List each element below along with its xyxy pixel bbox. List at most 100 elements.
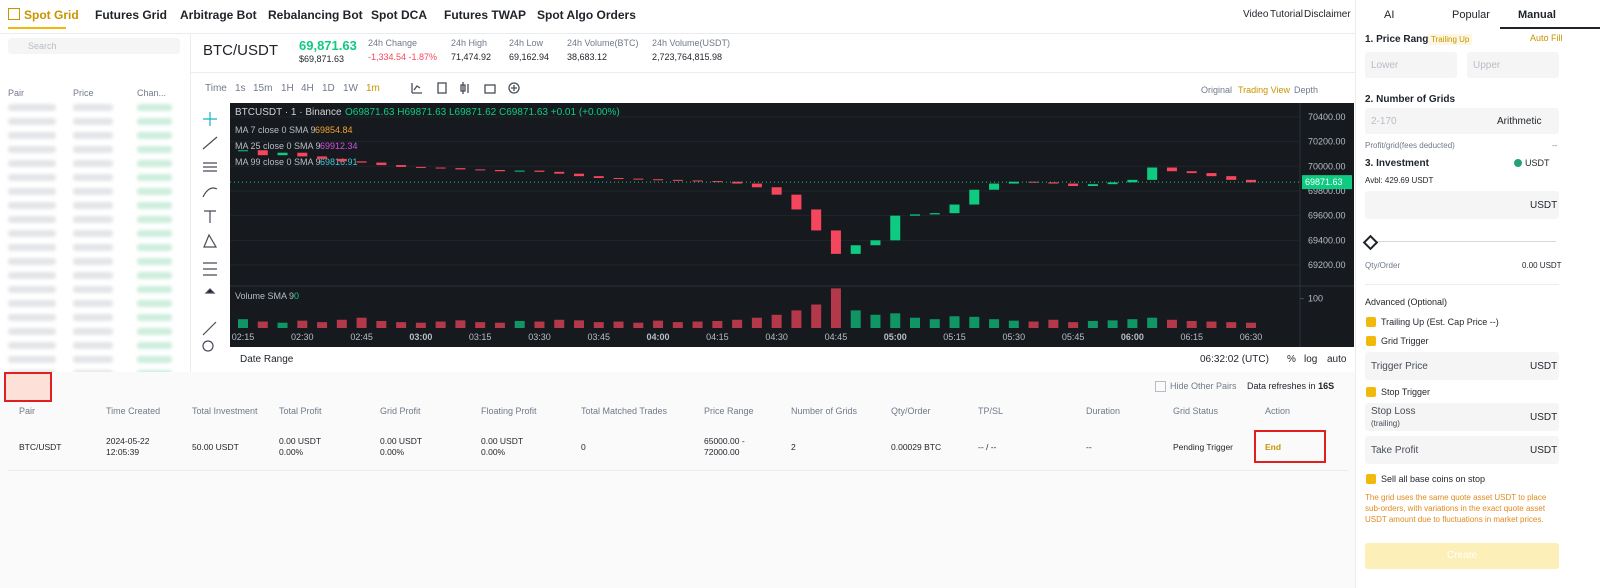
table-header: Number of Grids bbox=[791, 406, 858, 416]
checkbox[interactable] bbox=[1366, 474, 1376, 484]
table-cell: 65000.00 - bbox=[704, 436, 745, 446]
interval[interactable]: 15m bbox=[253, 83, 273, 94]
blurred-cell bbox=[73, 272, 113, 279]
note: The grid uses the same quote asset USDT … bbox=[1365, 493, 1547, 524]
nav-link[interactable]: Tutorial bbox=[1270, 9, 1303, 20]
candle bbox=[989, 183, 1000, 190]
date-range[interactable]: Date Range bbox=[240, 354, 294, 365]
scale-option[interactable]: % bbox=[1287, 354, 1296, 365]
interval[interactable]: 1D bbox=[322, 83, 335, 94]
chart-view[interactable]: Original bbox=[1201, 85, 1233, 95]
chart-view[interactable]: Trading View bbox=[1238, 85, 1291, 95]
nav-tab[interactable]: Rebalancing Bot bbox=[268, 8, 363, 22]
placeholder: Upper bbox=[1473, 60, 1501, 71]
search-box[interactable]: Search bbox=[8, 38, 180, 54]
volume-bar bbox=[1048, 319, 1059, 328]
volume-bar bbox=[1186, 320, 1197, 328]
order-panel bbox=[1355, 0, 1600, 588]
blurred-cell bbox=[8, 230, 56, 237]
candle bbox=[257, 150, 268, 156]
blurred-cell bbox=[137, 258, 172, 265]
stat-label: 24h Change bbox=[368, 38, 418, 48]
blurred-cell bbox=[8, 258, 56, 265]
input[interactable]: Trigger Price USDT bbox=[1365, 352, 1559, 380]
input[interactable]: Lower bbox=[1365, 52, 1457, 78]
create-button[interactable]: Create bbox=[1365, 543, 1559, 569]
auto-fill[interactable]: Auto Fill bbox=[1530, 33, 1563, 43]
coin-select[interactable]: USDT bbox=[1514, 158, 1550, 168]
table-cell: 0.00029 BTC bbox=[891, 442, 942, 452]
blurred-cell bbox=[73, 104, 113, 111]
volume-bar bbox=[712, 320, 723, 328]
blurred-cell bbox=[137, 132, 172, 139]
interval[interactable]: Time bbox=[205, 83, 227, 94]
input[interactable]: 2-170 Arithmetic bbox=[1365, 108, 1559, 134]
nav-tab[interactable]: Spot Algo Orders bbox=[537, 8, 636, 22]
interval[interactable]: 1W bbox=[343, 83, 358, 94]
slider[interactable] bbox=[1370, 241, 1556, 242]
option: Trailing Up (Est. Cap Price --) bbox=[1381, 317, 1499, 327]
nav-link[interactable]: Disclaimer bbox=[1304, 9, 1351, 20]
value: -- bbox=[1552, 141, 1558, 150]
highlight-box bbox=[1254, 430, 1326, 463]
nav-tab[interactable]: Spot DCA bbox=[371, 8, 427, 22]
nav-tab[interactable]: Spot Grid bbox=[8, 8, 79, 22]
nav-tab[interactable]: Arbitrage Bot bbox=[180, 8, 257, 22]
interval[interactable]: 1H bbox=[281, 83, 294, 94]
volume-bar bbox=[791, 310, 802, 328]
blurred-cell bbox=[137, 328, 172, 335]
label: Profit/grid(fees deducted) bbox=[1365, 141, 1455, 150]
candle bbox=[1087, 184, 1098, 187]
clock: 06:32:02 (UTC) bbox=[1200, 354, 1269, 365]
scale-option[interactable]: log bbox=[1304, 354, 1318, 365]
checkbox[interactable] bbox=[1366, 336, 1376, 346]
scale-option[interactable]: auto bbox=[1327, 354, 1347, 365]
panel-tab[interactable]: Manual bbox=[1518, 9, 1556, 21]
action-end[interactable]: End bbox=[1265, 442, 1282, 452]
panel-tab[interactable]: AI bbox=[1384, 9, 1395, 21]
checkbox[interactable] bbox=[1366, 317, 1376, 327]
interval[interactable]: 1s bbox=[235, 83, 246, 94]
nav-tab[interactable]: Futures TWAP bbox=[444, 8, 527, 22]
grid-mode[interactable]: Arithmetic bbox=[1497, 116, 1542, 127]
volume-bar bbox=[1206, 321, 1217, 328]
table-cell: 12:05:39 bbox=[106, 447, 140, 457]
table-cell: 0.00 USDT bbox=[279, 436, 322, 446]
nav-tab[interactable]: Futures Grid bbox=[95, 8, 168, 22]
input[interactable]: Upper bbox=[1467, 52, 1559, 78]
column-header: Chan... bbox=[137, 88, 167, 98]
hide-other-pairs[interactable]: Hide Other Pairs bbox=[1170, 381, 1237, 391]
coin-label: USDT bbox=[1525, 158, 1550, 168]
advanced-toggle[interactable]: Advanced (Optional) bbox=[1365, 297, 1448, 307]
x-tick-label: 05:00 bbox=[884, 332, 907, 342]
volume-bar bbox=[672, 322, 683, 328]
refresh-text: Data refreshes in bbox=[1247, 381, 1316, 391]
checkbox[interactable] bbox=[1155, 381, 1166, 392]
blurred-cell bbox=[137, 300, 172, 307]
active-underline bbox=[8, 27, 66, 29]
stat-label: 24h Volume(USDT) bbox=[652, 38, 731, 48]
input[interactable]: Stop Loss (trailing) USDT bbox=[1365, 403, 1559, 431]
interval[interactable]: 1m bbox=[366, 83, 380, 94]
candle bbox=[1166, 167, 1177, 172]
table-cell: 0.00% bbox=[380, 447, 405, 457]
table-cell: Pending Trigger bbox=[1173, 442, 1234, 452]
input[interactable]: Take Profit USDT bbox=[1365, 436, 1559, 464]
chart-view[interactable]: Depth bbox=[1294, 85, 1319, 95]
blurred-cell bbox=[8, 314, 56, 321]
volume-bar bbox=[890, 313, 901, 328]
candle bbox=[791, 194, 802, 210]
orders-panel bbox=[0, 372, 1355, 588]
last-price-tag: 69871.63 bbox=[1305, 177, 1343, 187]
candle bbox=[1127, 179, 1138, 183]
last-price: 69,871.63 bbox=[299, 38, 357, 53]
nav-link[interactable]: Video bbox=[1243, 9, 1269, 20]
volume-bar bbox=[356, 317, 367, 328]
x-tick-label: 03:45 bbox=[587, 332, 610, 342]
interval[interactable]: 4H bbox=[301, 83, 314, 94]
input[interactable]: USDT bbox=[1365, 191, 1559, 219]
placeholder: Take Profit bbox=[1371, 445, 1419, 456]
x-tick-label: 06:15 bbox=[1180, 332, 1203, 342]
panel-tab[interactable]: Popular bbox=[1452, 9, 1490, 21]
checkbox[interactable] bbox=[1366, 387, 1376, 397]
